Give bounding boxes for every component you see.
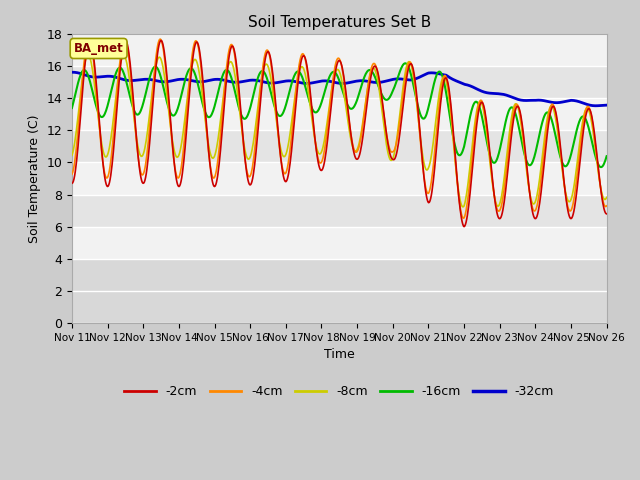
-8cm bbox=[459, 204, 467, 210]
-2cm bbox=[410, 66, 417, 72]
-4cm bbox=[380, 107, 387, 112]
Bar bbox=[72, 34, 607, 66]
-16cm bbox=[603, 153, 611, 159]
-2cm bbox=[475, 107, 483, 113]
-16cm bbox=[68, 105, 76, 111]
-32cm bbox=[409, 77, 417, 83]
-8cm bbox=[380, 117, 387, 123]
X-axis label: Time: Time bbox=[324, 348, 355, 361]
-4cm bbox=[410, 69, 417, 74]
Line: -16cm: -16cm bbox=[72, 63, 607, 167]
-2cm bbox=[101, 174, 109, 180]
-4cm bbox=[603, 203, 611, 209]
-32cm bbox=[474, 86, 481, 92]
-32cm bbox=[603, 102, 611, 108]
Bar bbox=[72, 66, 607, 98]
-4cm bbox=[68, 171, 76, 177]
Title: Soil Temperatures Set B: Soil Temperatures Set B bbox=[248, 15, 431, 30]
-16cm bbox=[393, 79, 401, 84]
Text: BA_met: BA_met bbox=[74, 42, 124, 55]
Bar bbox=[72, 227, 607, 259]
-8cm bbox=[394, 133, 401, 139]
-16cm bbox=[597, 164, 605, 170]
-4cm bbox=[101, 171, 109, 177]
-4cm bbox=[156, 36, 164, 42]
-4cm bbox=[530, 208, 538, 214]
Legend: -2cm, -4cm, -8cm, -16cm, -32cm: -2cm, -4cm, -8cm, -16cm, -32cm bbox=[120, 380, 559, 403]
-8cm bbox=[475, 100, 483, 106]
-16cm bbox=[474, 101, 482, 107]
Line: -2cm: -2cm bbox=[72, 40, 607, 227]
Bar bbox=[72, 259, 607, 323]
Bar bbox=[72, 98, 607, 130]
Bar bbox=[72, 291, 607, 323]
-16cm bbox=[101, 111, 109, 117]
-16cm bbox=[529, 158, 537, 164]
-2cm bbox=[460, 224, 468, 229]
-32cm bbox=[379, 79, 387, 85]
-4cm bbox=[394, 136, 401, 142]
-8cm bbox=[603, 194, 611, 200]
-16cm bbox=[410, 81, 417, 87]
-8cm bbox=[530, 201, 538, 207]
Bar bbox=[72, 194, 607, 227]
-2cm bbox=[380, 105, 387, 110]
Line: -8cm: -8cm bbox=[72, 55, 607, 207]
-16cm bbox=[379, 93, 387, 99]
-8cm bbox=[410, 72, 417, 78]
Bar bbox=[72, 259, 607, 291]
-32cm bbox=[68, 69, 76, 75]
-2cm bbox=[603, 211, 611, 217]
-2cm bbox=[394, 148, 401, 154]
-32cm bbox=[592, 103, 600, 108]
-32cm bbox=[393, 76, 401, 82]
-8cm bbox=[84, 52, 92, 58]
Y-axis label: Soil Temperature (C): Soil Temperature (C) bbox=[28, 114, 41, 243]
-16cm bbox=[401, 60, 409, 66]
-2cm bbox=[68, 180, 76, 186]
-32cm bbox=[101, 73, 109, 79]
-4cm bbox=[460, 216, 467, 221]
-8cm bbox=[68, 153, 76, 158]
Line: -4cm: -4cm bbox=[72, 39, 607, 218]
Bar bbox=[72, 130, 607, 162]
-32cm bbox=[529, 97, 536, 103]
-8cm bbox=[102, 154, 109, 160]
Bar bbox=[72, 162, 607, 194]
Line: -32cm: -32cm bbox=[72, 72, 607, 106]
-4cm bbox=[475, 101, 483, 107]
-2cm bbox=[122, 37, 129, 43]
-2cm bbox=[530, 214, 538, 219]
